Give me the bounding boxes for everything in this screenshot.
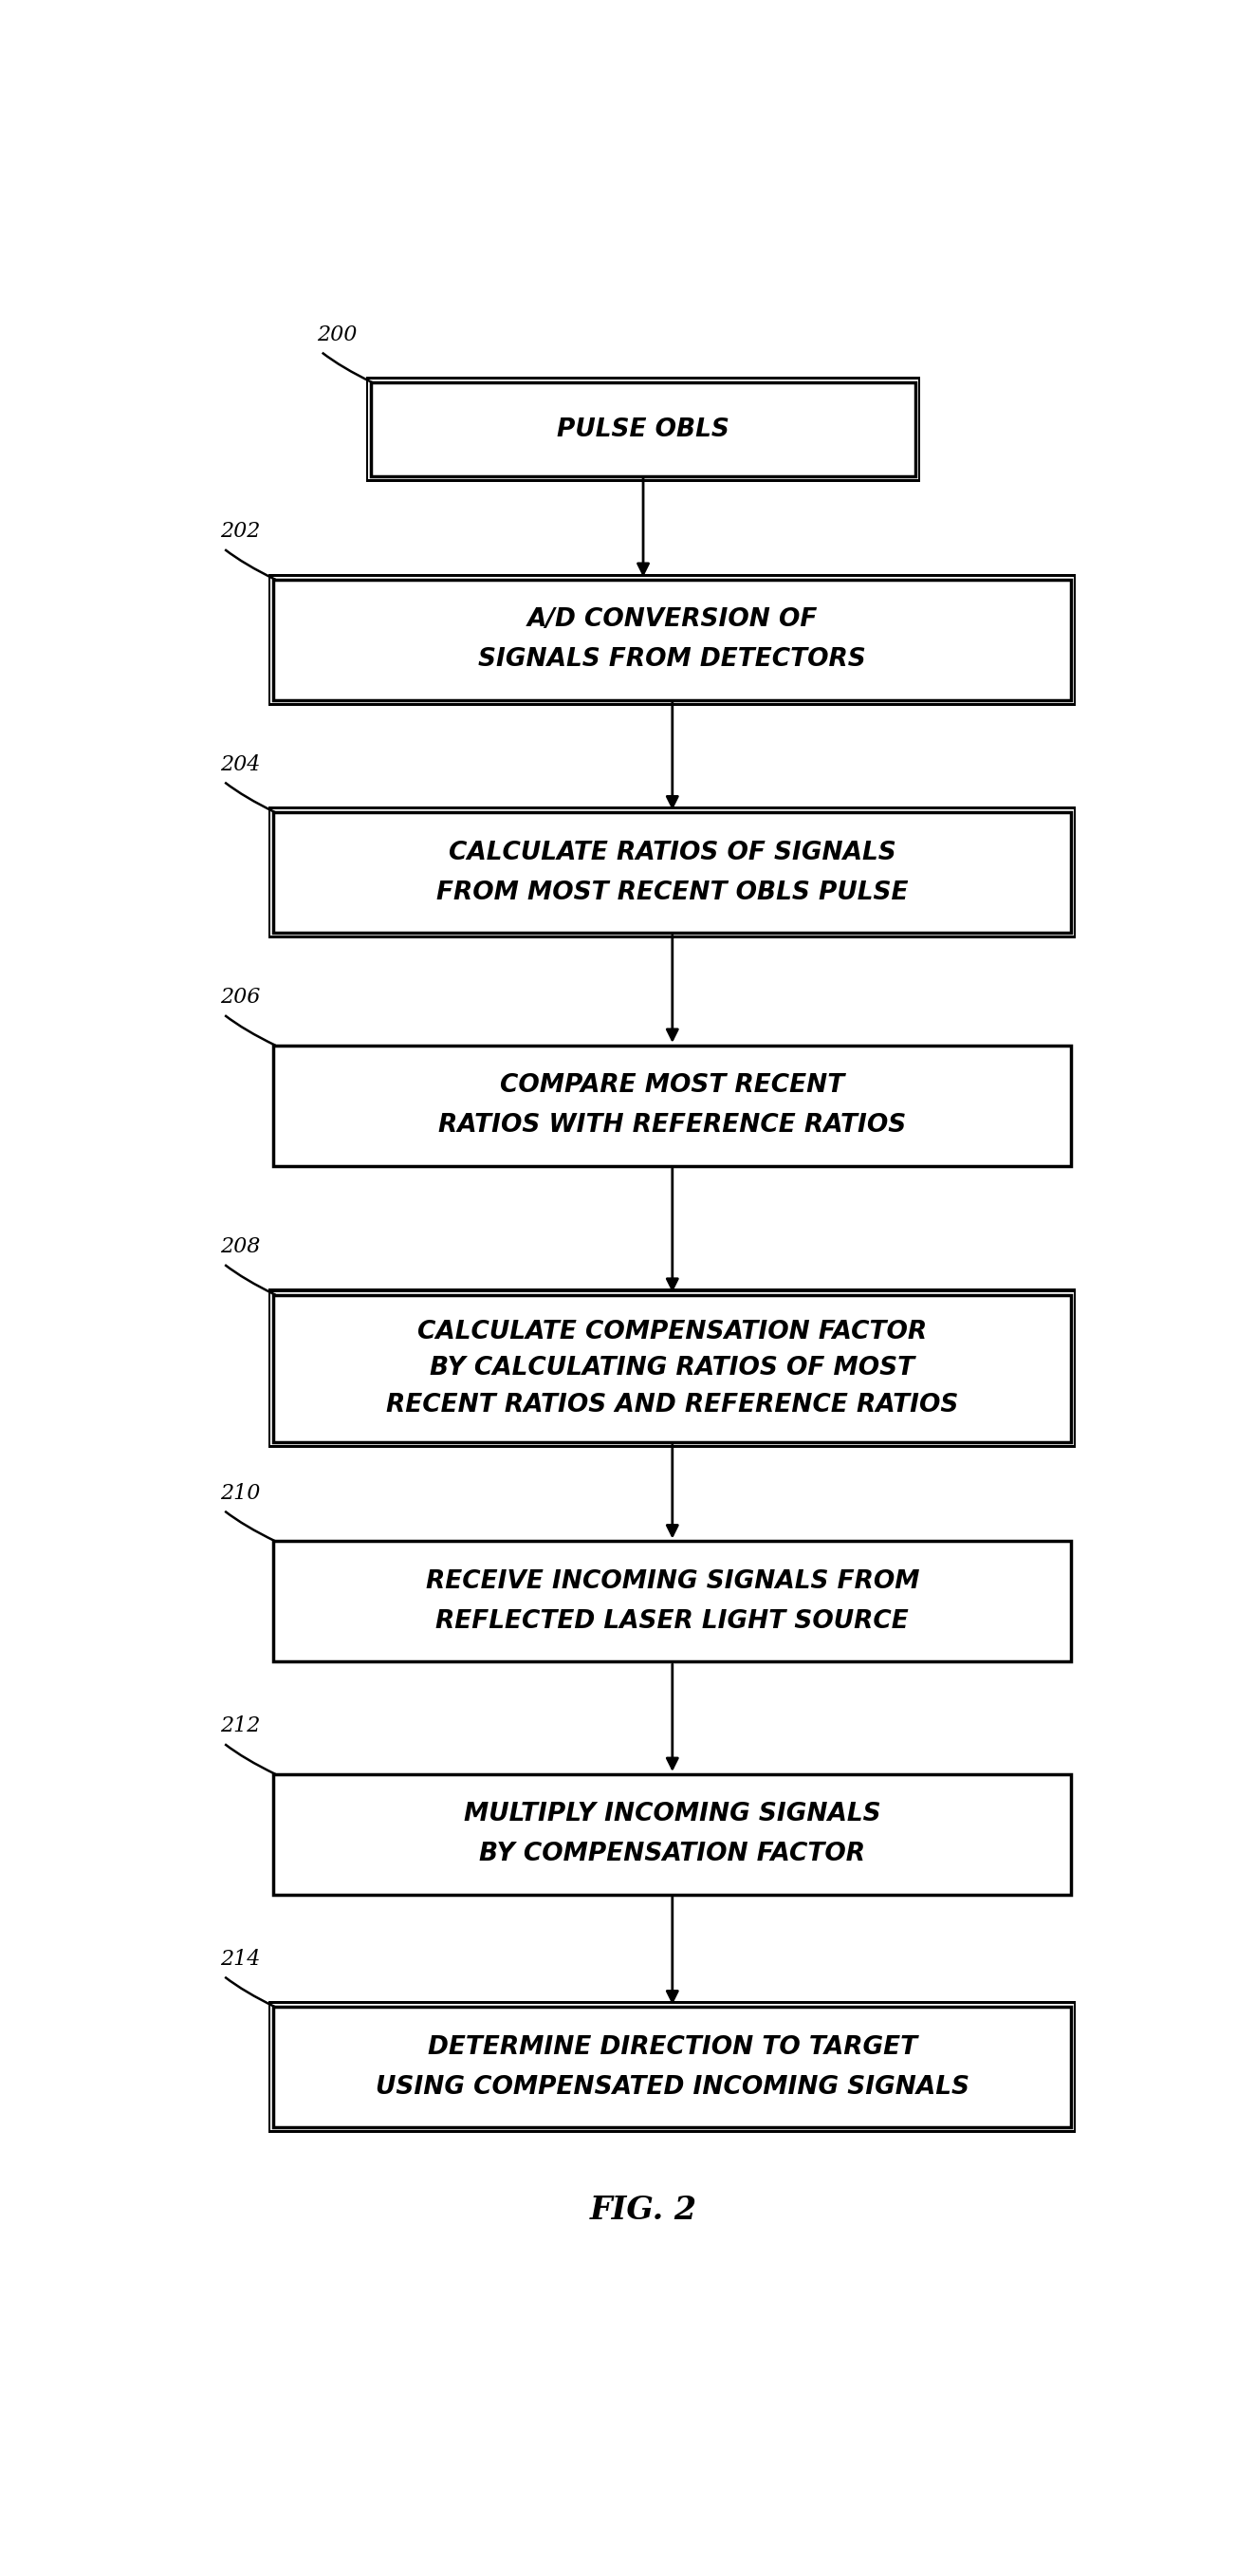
Text: CALCULATE COMPENSATION FACTOR: CALCULATE COMPENSATION FACTOR (418, 1319, 927, 1345)
Text: REFLECTED LASER LIGHT SOURCE: REFLECTED LASER LIGHT SOURCE (435, 1610, 909, 1633)
Bar (269, 1288, 1076, 1448)
Bar (274, 2007, 1071, 2128)
Text: A/D CONVERSION OF: A/D CONVERSION OF (527, 608, 818, 631)
Bar (274, 1540, 1071, 1662)
Text: RATIOS WITH REFERENCE RATIOS: RATIOS WITH REFERENCE RATIOS (438, 1113, 906, 1139)
Text: 212: 212 (220, 1716, 260, 1736)
Bar (269, 574, 1076, 706)
Bar (368, 379, 919, 479)
Text: RECEIVE INCOMING SIGNALS FROM: RECEIVE INCOMING SIGNALS FROM (425, 1569, 919, 1595)
Bar (269, 806, 1076, 938)
Text: SIGNALS FROM DETECTORS: SIGNALS FROM DETECTORS (478, 647, 866, 672)
Bar (274, 1046, 1071, 1164)
Text: PULSE OBLS: PULSE OBLS (557, 417, 729, 440)
Bar (366, 376, 920, 482)
Text: 214: 214 (220, 1947, 260, 1971)
Text: 210: 210 (220, 1484, 260, 1504)
Text: FROM MOST RECENT OBLS PULSE: FROM MOST RECENT OBLS PULSE (437, 881, 909, 904)
Text: COMPARE MOST RECENT: COMPARE MOST RECENT (499, 1074, 845, 1097)
Text: 202: 202 (220, 520, 260, 541)
Bar (371, 384, 916, 477)
Text: 200: 200 (318, 325, 358, 345)
Text: RECENT RATIOS AND REFERENCE RATIOS: RECENT RATIOS AND REFERENCE RATIOS (387, 1394, 959, 1417)
Text: USING COMPENSATED INCOMING SIGNALS: USING COMPENSATED INCOMING SIGNALS (375, 2074, 969, 2099)
Text: FIG. 2: FIG. 2 (590, 2195, 697, 2226)
Bar (274, 1296, 1071, 1443)
Bar (271, 2004, 1074, 2130)
Bar (274, 811, 1071, 933)
Text: 204: 204 (220, 755, 260, 775)
Text: DETERMINE DIRECTION TO TARGET: DETERMINE DIRECTION TO TARGET (428, 2035, 917, 2061)
Bar (271, 809, 1074, 935)
Bar (271, 577, 1074, 703)
Text: CALCULATE RATIOS OF SIGNALS: CALCULATE RATIOS OF SIGNALS (448, 840, 896, 866)
Bar (274, 1775, 1071, 1893)
Text: BY CALCULATING RATIOS OF MOST: BY CALCULATING RATIOS OF MOST (430, 1355, 915, 1381)
Text: 208: 208 (220, 1236, 260, 1257)
Bar (269, 2002, 1076, 2133)
Text: 206: 206 (220, 987, 260, 1007)
Text: BY COMPENSATION FACTOR: BY COMPENSATION FACTOR (479, 1842, 866, 1868)
Text: MULTIPLY INCOMING SIGNALS: MULTIPLY INCOMING SIGNALS (464, 1803, 881, 1826)
Bar (274, 580, 1071, 701)
Bar (271, 1293, 1074, 1445)
